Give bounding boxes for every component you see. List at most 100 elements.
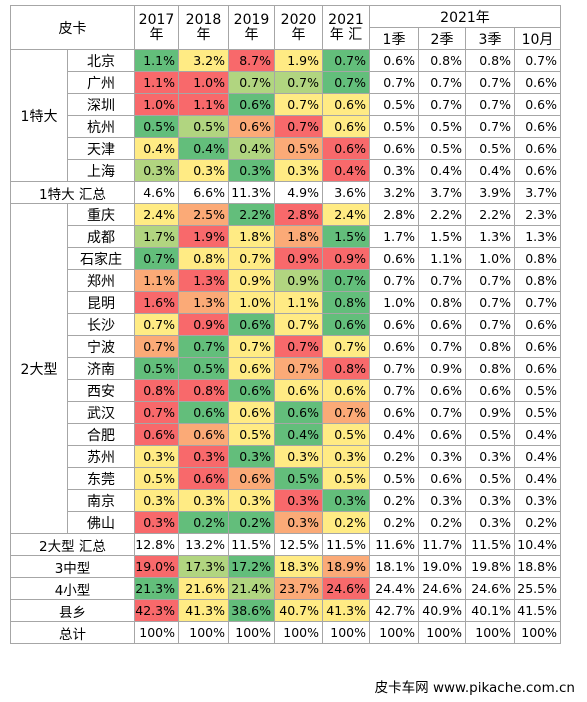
group-total-label: 2大型 汇总: [10, 533, 135, 556]
city-row: 广州 1.1% 1.0% 0.7% 0.7% 0.7% 0.7% 0.7% 0.7% 0.6%: [11, 71, 561, 94]
year-value-cell: 0.4%: [134, 137, 179, 160]
year-value-cell: 1.1%: [274, 291, 323, 314]
year-value-cell: 0.8%: [322, 357, 370, 380]
period-header: 1季: [369, 27, 419, 50]
period-value-cell: 0.6%: [418, 423, 466, 446]
period-value-cell: 18.1%: [369, 555, 419, 578]
year-value-cell: 100%: [134, 621, 179, 644]
city-name: 天津: [67, 137, 135, 160]
year-value-cell: 1.8%: [274, 225, 323, 248]
year-value-cell: 21.3%: [134, 577, 179, 600]
year-value-cell: 0.7%: [274, 313, 323, 336]
year-value-cell: 0.7%: [322, 335, 370, 358]
period-value-cell: 11.6%: [369, 533, 419, 556]
period-value-cell: 0.5%: [369, 467, 419, 490]
year-value-cell: 0.3%: [178, 489, 229, 512]
period-value-cell: 24.6%: [465, 577, 515, 600]
year-value-cell: 13.2%: [178, 533, 229, 556]
city-name: 郑州: [67, 269, 135, 292]
period-value-cell: 0.7%: [369, 71, 419, 94]
year-header: 2020 年: [274, 5, 323, 50]
period-value-cell: 100%: [465, 621, 515, 644]
city-name: 深圳: [67, 93, 135, 116]
city-row: 天津 0.4% 0.4% 0.4% 0.5% 0.6% 0.6% 0.5% 0.5% 0.6%: [11, 137, 561, 160]
year-value-cell: 6.6%: [178, 181, 229, 204]
period-header: 2季: [418, 27, 466, 50]
city-name: 北京: [67, 49, 135, 72]
year-value-cell: 0.7%: [322, 49, 370, 72]
period-value-cell: 0.6%: [465, 379, 515, 402]
city-row: 武汉 0.7% 0.6% 0.6% 0.6% 0.7% 0.6% 0.7% 0.9% 0.5%: [11, 401, 561, 424]
period-value-cell: 0.6%: [369, 247, 419, 270]
city-row: 济南 0.5% 0.5% 0.6% 0.7% 0.8% 0.7% 0.9% 0.8% 0.6%: [11, 357, 561, 380]
period-value-cell: 19.8%: [465, 555, 515, 578]
corner-header: 皮卡: [10, 5, 135, 50]
period-value-cell: 0.6%: [369, 137, 419, 160]
year-value-cell: 0.6%: [228, 379, 275, 402]
period-value-cell: 0.6%: [514, 159, 561, 182]
period-value-cell: 19.0%: [418, 555, 466, 578]
year-value-cell: 1.0%: [228, 291, 275, 314]
period-value-cell: 0.4%: [514, 423, 561, 446]
period-value-cell: 0.5%: [465, 467, 515, 490]
year-value-cell: 0.6%: [322, 379, 370, 402]
grand-total-label: 总计: [10, 621, 135, 644]
year-value-cell: 0.3%: [274, 489, 323, 512]
period-value-cell: 0.7%: [514, 49, 561, 72]
year-value-cell: 1.0%: [134, 93, 179, 116]
city-row: 合肥 0.6% 0.6% 0.5% 0.4% 0.5% 0.4% 0.6% 0.5% 0.4%: [11, 423, 561, 446]
year-value-cell: 0.6%: [228, 467, 275, 490]
period-value-cell: 0.8%: [418, 49, 466, 72]
period-value-cell: 42.7%: [369, 599, 419, 622]
period-value-cell: 0.3%: [465, 511, 515, 534]
period-value-cell: 3.9%: [465, 181, 515, 204]
period-value-cell: 1.1%: [418, 247, 466, 270]
period-value-cell: 0.6%: [514, 335, 561, 358]
period-value-cell: 0.2%: [418, 511, 466, 534]
period-value-cell: 1.3%: [514, 225, 561, 248]
city-row: 深圳 1.0% 1.1% 0.6% 0.7% 0.6% 0.5% 0.7% 0.7% 0.6%: [11, 93, 561, 116]
year-value-cell: 0.9%: [322, 247, 370, 270]
year-value-cell: 11.5%: [322, 533, 370, 556]
period-value-cell: 0.6%: [369, 49, 419, 72]
city-name: 成都: [67, 225, 135, 248]
year-value-cell: 0.7%: [274, 71, 323, 94]
year-value-cell: 0.6%: [322, 313, 370, 336]
segment-row: 4小型 21.3% 21.6% 21.4% 23.7% 24.6% 24.4% 24.6% 24…: [10, 577, 561, 600]
year-value-cell: 0.6%: [322, 137, 370, 160]
period-value-cell: 0.7%: [369, 357, 419, 380]
year-value-cell: 0.6%: [228, 401, 275, 424]
year-value-cell: 1.3%: [178, 291, 229, 314]
period-value-cell: 0.7%: [465, 269, 515, 292]
year-value-cell: 0.3%: [274, 445, 323, 468]
period-value-cell: 0.6%: [418, 379, 466, 402]
year-header: 2019 年: [228, 5, 275, 50]
header-row: 皮卡 2017 年 2018 年 2019 年 2020 年 2021 年 汇 2021年: [10, 5, 561, 50]
year-value-cell: 0.7%: [134, 247, 179, 270]
year-value-cell: 3.6%: [322, 181, 370, 204]
period-value-cell: 0.7%: [465, 93, 515, 116]
year-value-cell: 0.4%: [322, 159, 370, 182]
year-value-cell: 0.7%: [274, 335, 323, 358]
segment-row: 3中型 19.0% 17.3% 17.2% 18.3% 18.9% 18.1% 19.0% 19…: [10, 555, 561, 578]
year-value-cell: 100%: [322, 621, 370, 644]
period-value-cell: 0.3%: [369, 159, 419, 182]
city-name: 南京: [67, 489, 135, 512]
period-header: 3季: [465, 27, 515, 50]
period-value-cell: 0.9%: [465, 401, 515, 424]
year-value-cell: 0.6%: [228, 313, 275, 336]
period-value-cell: 0.6%: [418, 313, 466, 336]
group-total-row: 2大型 汇总 12.8% 13.2% 11.5% 12.5% 11.5% 11.6% 11.7…: [10, 533, 561, 556]
city-row: 佛山 0.3% 0.2% 0.2% 0.3% 0.2% 0.2% 0.2% 0.3% 0.2%: [11, 511, 561, 534]
year-value-cell: 0.6%: [134, 423, 179, 446]
period-value-cell: 0.8%: [418, 291, 466, 314]
year-value-cell: 0.7%: [228, 335, 275, 358]
city-row: 石家庄 0.7% 0.8% 0.7% 0.9% 0.9% 0.6% 1.1% 1.0% 0.8%: [11, 247, 561, 270]
period-value-cell: 40.1%: [465, 599, 515, 622]
year-value-cell: 12.8%: [134, 533, 179, 556]
period-value-cell: 18.8%: [514, 555, 561, 578]
period-value-cell: 2.2%: [465, 203, 515, 226]
city-row: 南京 0.3% 0.3% 0.3% 0.3% 0.3% 0.2% 0.3% 0.3% 0.3%: [11, 489, 561, 512]
year-value-cell: 1.8%: [228, 225, 275, 248]
city-name: 武汉: [67, 401, 135, 424]
